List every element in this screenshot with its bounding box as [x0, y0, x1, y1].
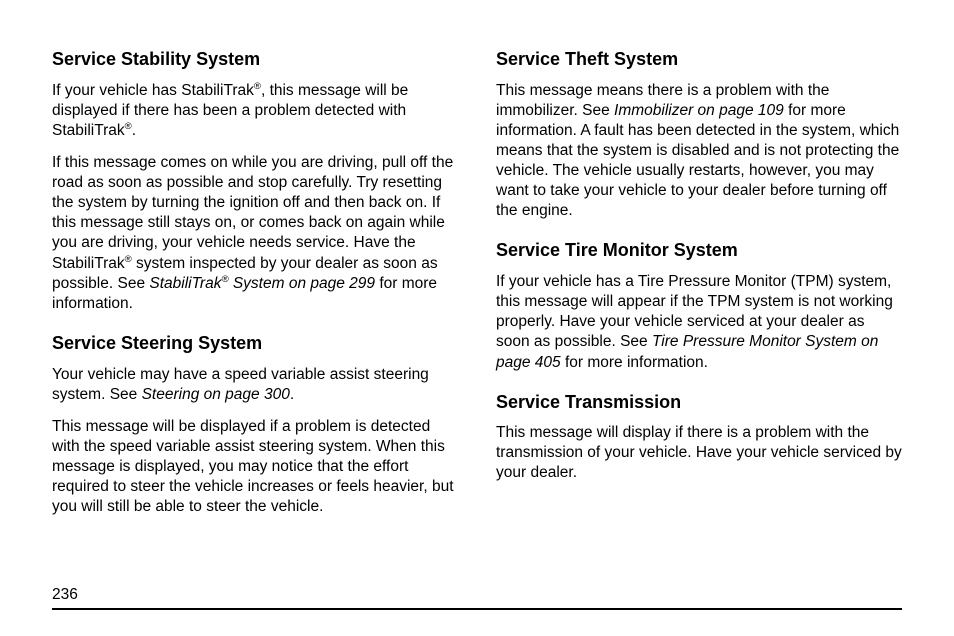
heading-service-theft-system: Service Theft System — [496, 48, 902, 71]
xref-italic: Immobilizer on page 109 — [614, 102, 784, 119]
text: . — [290, 386, 294, 403]
text: System on page 299 — [229, 275, 376, 292]
text: . — [132, 122, 136, 139]
text: StabiliTrak — [149, 275, 221, 292]
xref-italic: Steering on page 300 — [142, 386, 290, 403]
footer-rule — [52, 608, 902, 610]
right-column: Service Theft System This message means … — [496, 48, 902, 530]
text: for more information. — [561, 354, 708, 371]
paragraph: Your vehicle may have a speed variable a… — [52, 365, 458, 405]
text: for more information. A fault has been d… — [496, 102, 899, 220]
paragraph: If this message comes on while you are d… — [52, 153, 458, 314]
paragraph: If your vehicle has StabiliTrak®, this m… — [52, 81, 458, 141]
heading-service-transmission: Service Transmission — [496, 391, 902, 414]
text: If your vehicle has StabiliTrak — [52, 82, 254, 99]
footer: 236 — [52, 586, 902, 610]
heading-service-steering-system: Service Steering System — [52, 332, 458, 355]
columns: Service Stability System If your vehicle… — [52, 48, 902, 530]
registered-mark: ® — [125, 121, 132, 132]
paragraph: This message will display if there is a … — [496, 423, 902, 483]
page-number: 236 — [52, 586, 902, 604]
registered-mark: ® — [125, 253, 132, 264]
left-column: Service Stability System If your vehicle… — [52, 48, 458, 530]
paragraph: If your vehicle has a Tire Pressure Moni… — [496, 272, 902, 373]
paragraph: This message will be displayed if a prob… — [52, 417, 458, 518]
xref-italic: StabiliTrak® System on page 299 — [149, 275, 375, 292]
registered-mark: ® — [254, 80, 261, 91]
page: Service Stability System If your vehicle… — [0, 0, 954, 636]
heading-service-tire-monitor-system: Service Tire Monitor System — [496, 239, 902, 262]
registered-mark: ® — [221, 274, 228, 285]
heading-service-stability-system: Service Stability System — [52, 48, 458, 71]
paragraph: This message means there is a problem wi… — [496, 81, 902, 222]
